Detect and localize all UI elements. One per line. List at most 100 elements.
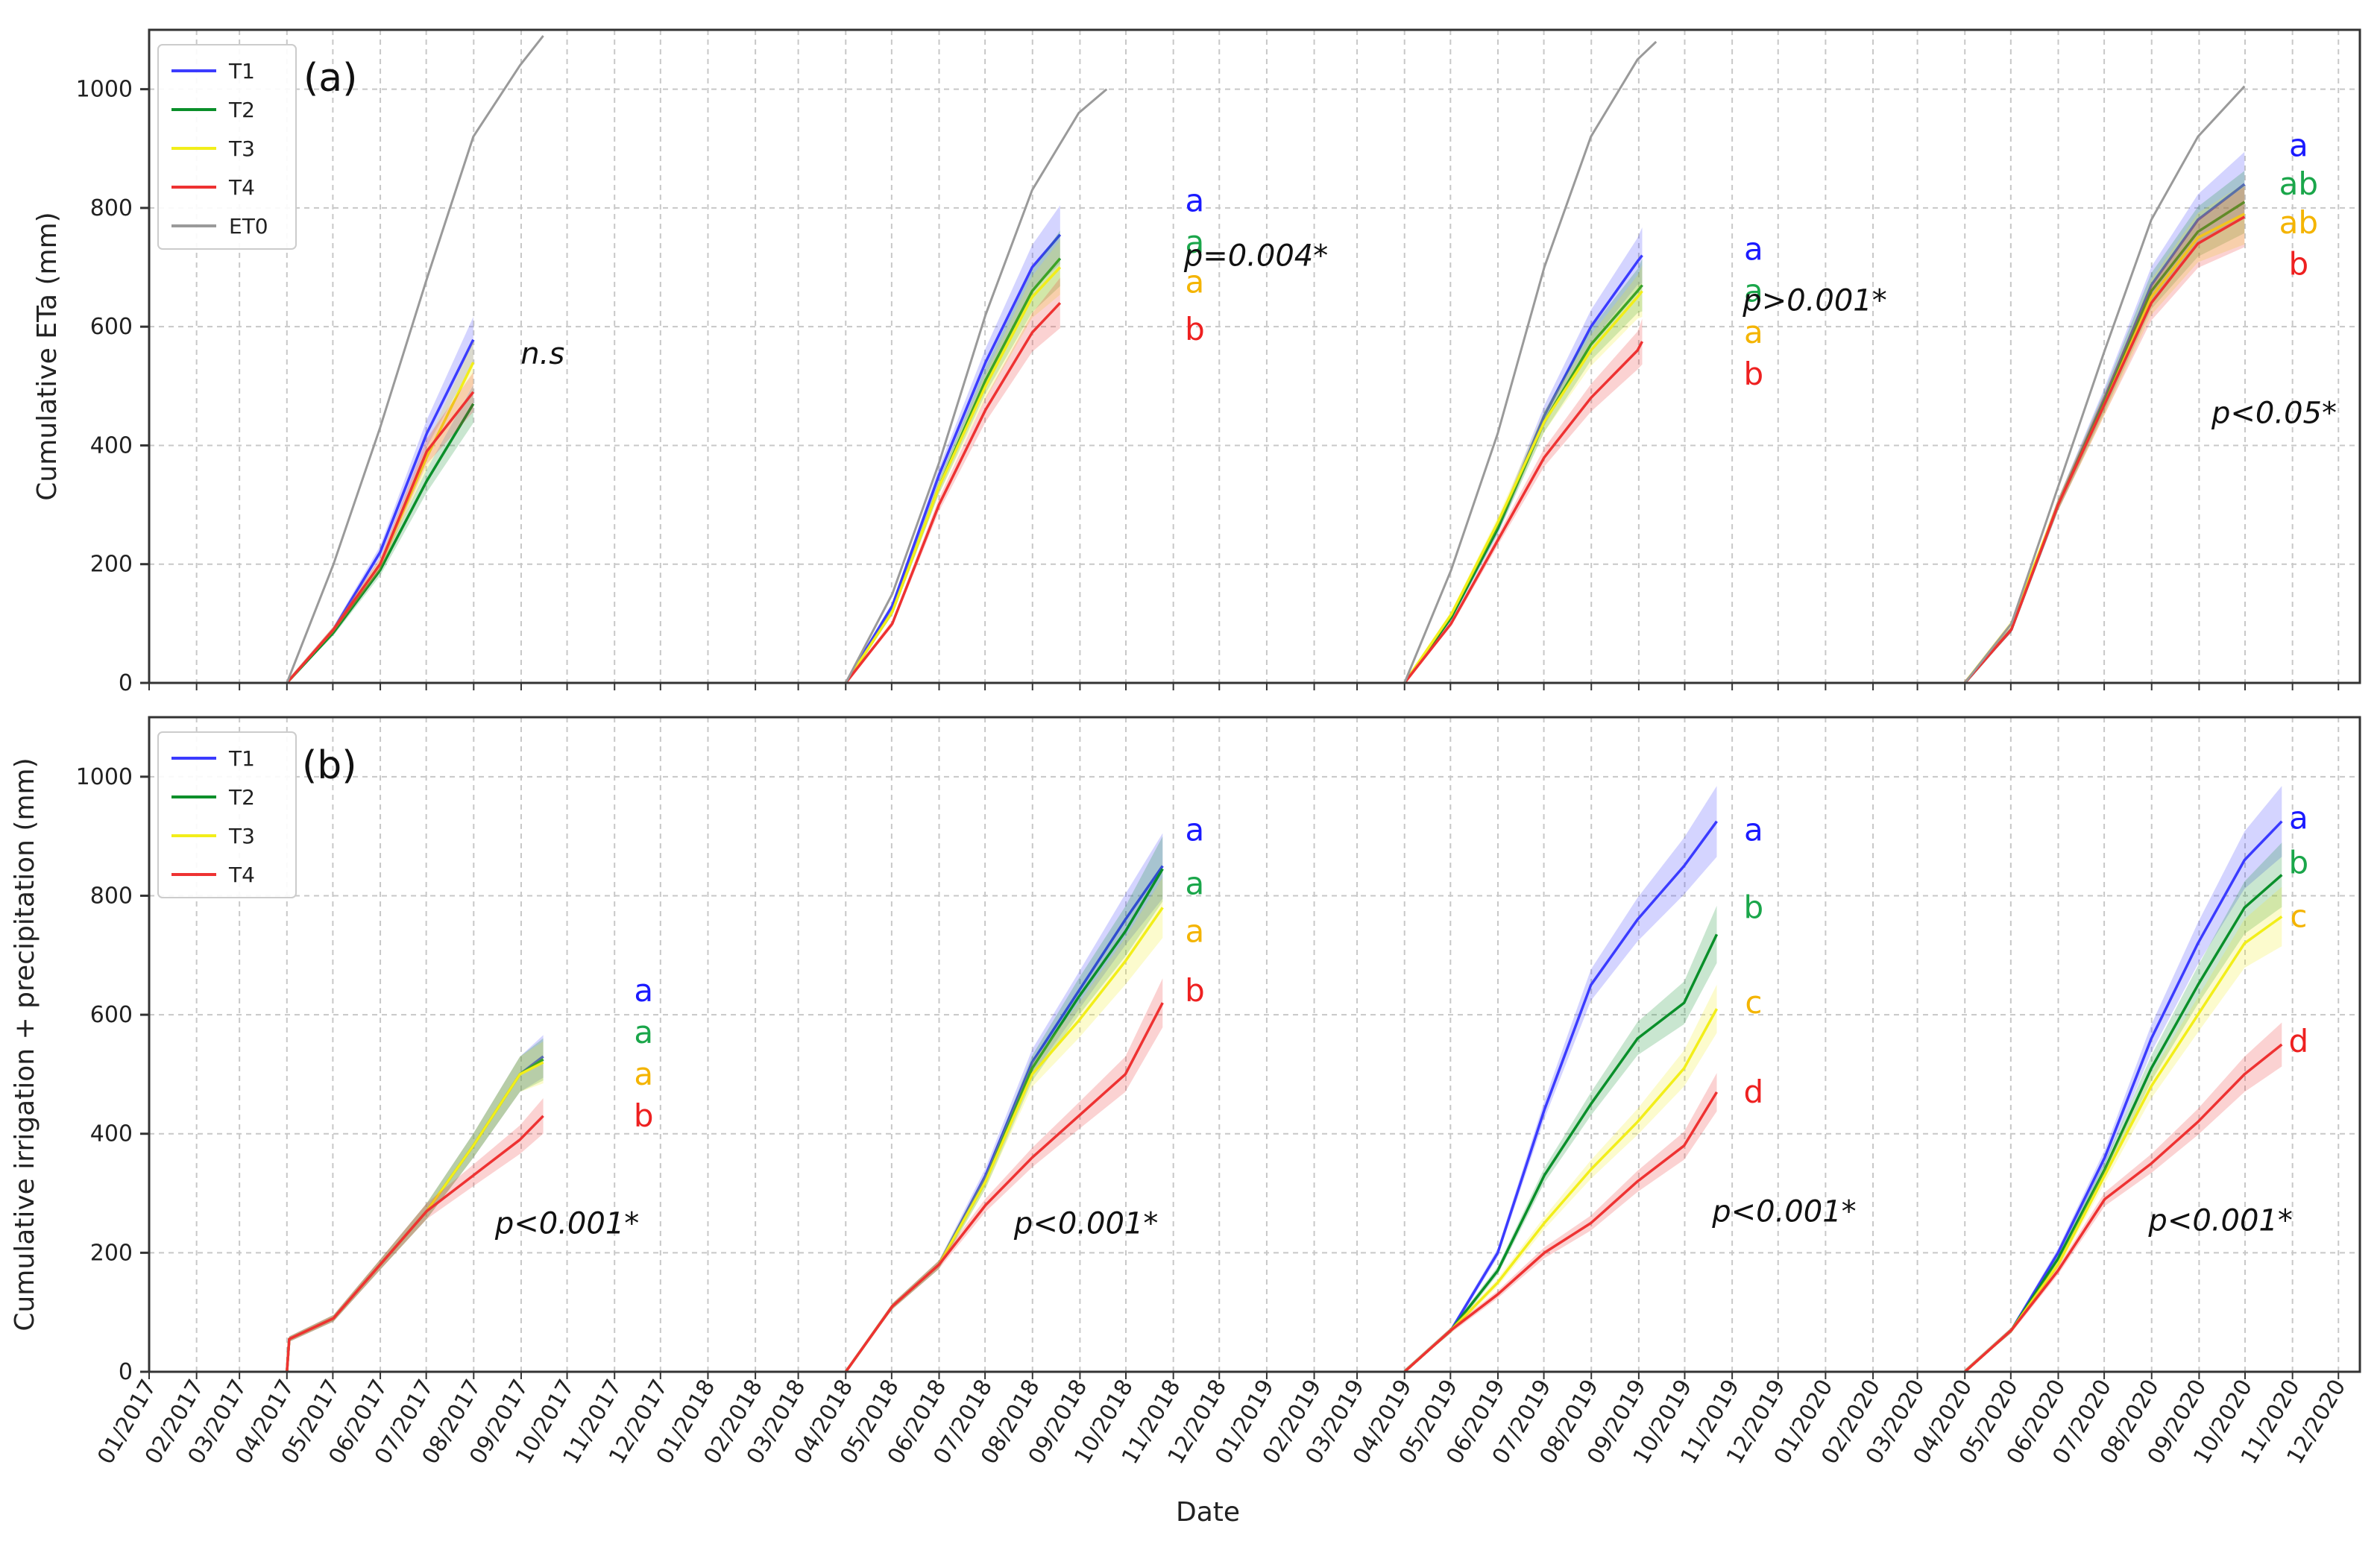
sig-letter-t1: a	[1186, 182, 1205, 218]
legend-box	[157, 44, 297, 250]
band-t3	[286, 1041, 544, 1372]
p-value-annotation: n.s	[520, 337, 564, 371]
series-line-t4	[1963, 215, 2246, 684]
legend-label-t2: T2	[228, 785, 255, 810]
y-tick-label: 0	[119, 1359, 133, 1385]
sig-letter-t4: b	[1185, 972, 1205, 1009]
y-tick-label: 400	[90, 1121, 133, 1147]
series-line-t4	[844, 1002, 1164, 1373]
band-t2	[286, 1038, 544, 1372]
x-axis-title: Date	[1176, 1497, 1240, 1528]
p-value-annotation: p=0.004*	[1183, 239, 1328, 274]
sig-letter-t1: a	[1186, 812, 1205, 848]
series-line-t1	[1403, 820, 1718, 1373]
band-t1	[846, 833, 1163, 1372]
plot-frame	[148, 716, 2361, 1373]
sig-letter-t3: a	[1186, 263, 1205, 300]
series-line-et0	[1403, 40, 1658, 684]
series-line-t1	[844, 233, 1062, 684]
sig-letter-t2: b	[1744, 889, 1764, 925]
legend-label-t3: T3	[228, 136, 255, 161]
y-tick-label: 600	[90, 1002, 133, 1028]
legend-label-t4: T4	[228, 863, 255, 887]
series-line-t3	[844, 266, 1062, 684]
band-t4	[846, 277, 1060, 684]
legend: T1 T2 T3 T4 ET0	[157, 44, 297, 250]
sig-letter-t1: a	[2289, 127, 2308, 163]
series-line-t2	[286, 403, 475, 684]
sig-letter-t4: d	[2289, 1023, 2309, 1059]
sig-letter-t3: a	[1186, 913, 1205, 949]
legend-label-t2: T2	[228, 98, 255, 122]
y-tick-label: 600	[90, 314, 133, 340]
y-tick-label: 1000	[76, 764, 133, 790]
y-tick-label: 200	[90, 552, 133, 578]
series-line-et0	[286, 35, 544, 684]
series-line-et0	[844, 88, 1108, 684]
sig-letter-t3: a	[634, 1056, 653, 1092]
panel-label: (b)	[302, 743, 357, 788]
band-t1	[1404, 786, 1717, 1372]
sig-letter-t1: a	[1744, 812, 1763, 848]
sig-letter-t4: d	[1744, 1074, 1764, 1110]
sig-letter-t2: ab	[2279, 166, 2318, 202]
sig-letter-t1: a	[1744, 231, 1763, 268]
y-tick-label: 200	[90, 1240, 133, 1266]
p-value-annotation: p<0.05*	[2211, 397, 2337, 431]
band-t2	[1404, 905, 1717, 1372]
band-t3	[846, 877, 1163, 1372]
sig-letter-t3: c	[1745, 984, 1762, 1021]
y-tick-label: 0	[119, 670, 133, 696]
sig-letter-t2: a	[634, 1014, 653, 1050]
legend-label-t1: T1	[228, 746, 255, 771]
legend-label-t1: T1	[228, 59, 255, 83]
sig-letter-t1: a	[634, 972, 653, 1009]
y-tick-label: 800	[90, 883, 133, 909]
series-line-t4	[844, 302, 1062, 684]
series-line-t2	[1403, 933, 1719, 1373]
plot-frame	[148, 28, 2361, 684]
band-t1	[286, 1035, 544, 1372]
sig-letter-t1: a	[2289, 800, 2308, 836]
y-tick-label: 1000	[76, 77, 133, 103]
y-tick-label: 400	[90, 432, 133, 459]
panel-label: (a)	[303, 56, 357, 101]
legend: T1 T2 T3 T4	[157, 731, 297, 898]
p-value-annotation: p<0.001*	[2147, 1203, 2292, 1238]
p-value-annotation: p>0.001*	[1742, 283, 1886, 318]
band-t4	[1965, 1022, 2282, 1372]
sig-letter-t4: b	[1744, 356, 1764, 392]
band-t4	[846, 978, 1163, 1372]
p-value-annotation: p<0.001*	[1711, 1194, 1856, 1229]
series-line-t3	[1403, 1008, 1719, 1373]
band-t2	[1965, 171, 2245, 684]
series-line-t4	[286, 1115, 544, 1373]
y-axis-title: Cumulative ETa (mm)	[32, 212, 63, 500]
sig-letter-t3: ab	[2279, 204, 2318, 241]
legend-label-t4: T4	[228, 175, 255, 200]
y-tick-label: 800	[90, 195, 133, 221]
series-line-et0	[1964, 85, 2246, 684]
y-axis-title: Cumulative irrigation + precipitation (m…	[10, 757, 40, 1331]
series-line-t3	[1403, 290, 1643, 684]
sig-letter-t4: b	[1185, 311, 1205, 347]
sig-letter-t2: a	[1186, 865, 1205, 901]
sig-letter-t4: b	[2289, 246, 2309, 283]
series-line-t4	[1964, 1043, 2283, 1373]
band-t3	[846, 239, 1060, 683]
band-t3	[1404, 265, 1643, 683]
band-t4	[286, 1098, 544, 1372]
p-value-annotation: p<0.001*	[494, 1206, 639, 1241]
legend-label-et0: ET0	[229, 214, 268, 239]
p-value-annotation: p<0.001*	[1013, 1206, 1158, 1241]
series-line-t4	[286, 391, 475, 684]
series-line-t4	[1403, 341, 1644, 684]
sig-letter-t2: a	[1744, 272, 1763, 309]
legend-box	[157, 731, 297, 898]
sig-letter-t3: a	[1744, 314, 1763, 350]
sig-letter-t3: c	[2290, 898, 2307, 934]
legend-label-t3: T3	[228, 824, 255, 848]
